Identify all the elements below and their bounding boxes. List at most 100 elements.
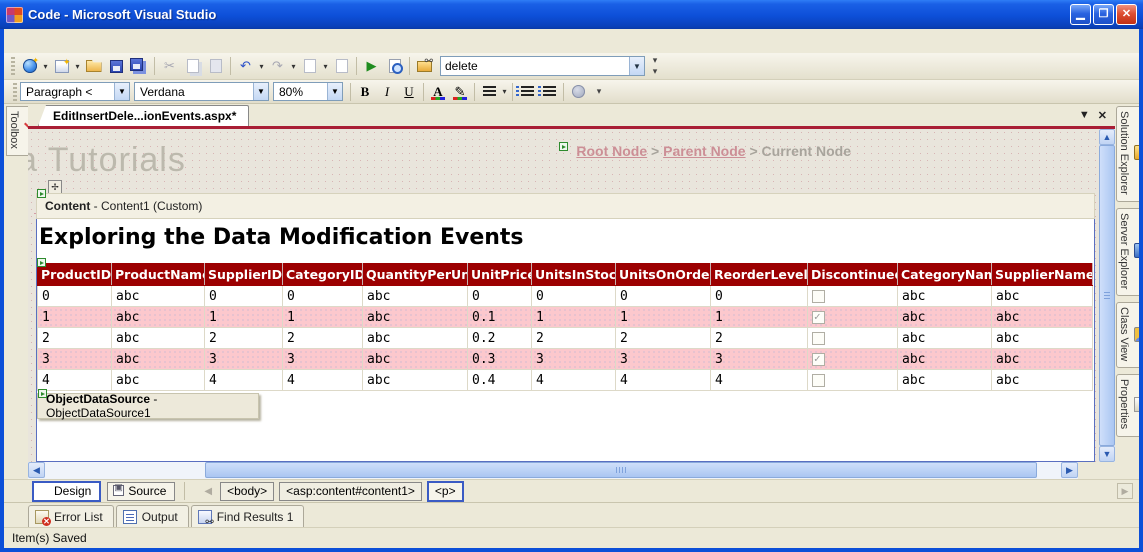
grid-cell[interactable]: 4 (205, 370, 283, 391)
grid-cell[interactable] (808, 370, 898, 391)
products-gridview[interactable]: ProductIDProductNameSupplierIDCategoryID… (37, 263, 1093, 391)
content-control-header[interactable]: Content - Content1 (Custom) (36, 193, 1095, 219)
view-in-browser-button[interactable] (383, 55, 406, 77)
right-panel-tab[interactable]: Solution Explorer (1116, 106, 1139, 202)
close-document-button[interactable]: ✕ (1098, 109, 1107, 122)
horizontal-scroll-thumb[interactable] (205, 462, 1037, 478)
alignment-button[interactable] (478, 82, 500, 102)
grid-cell[interactable]: 1 (532, 307, 616, 328)
grid-cell[interactable]: abc (898, 307, 992, 328)
grid-cell[interactable]: 2 (205, 328, 283, 349)
grid-cell[interactable]: abc (363, 328, 468, 349)
add-item-dropdown[interactable]: ▾ (73, 62, 82, 71)
paste-button[interactable] (204, 55, 227, 77)
grid-cell[interactable]: 4 (532, 370, 616, 391)
grid-cell[interactable]: abc (992, 370, 1093, 391)
grid-cell[interactable]: 0 (205, 286, 283, 307)
scroll-up-button[interactable]: ▲ (1099, 129, 1115, 145)
grid-cell[interactable]: 3 (205, 349, 283, 370)
cut-button[interactable]: ✂ (158, 55, 181, 77)
tag-navigator-tag[interactable]: <body> (220, 482, 274, 501)
grid-cell[interactable]: 0 (38, 286, 112, 307)
menu-item[interactable] (78, 38, 94, 44)
grid-cell[interactable]: 2 (532, 328, 616, 349)
highlight-button[interactable]: ✎ (449, 82, 471, 102)
menu-item[interactable] (158, 38, 174, 44)
bold-button[interactable]: B (354, 82, 376, 102)
hyperlink-button[interactable] (567, 82, 589, 102)
grid-cell[interactable]: 1 (711, 307, 808, 328)
discontinued-checkbox[interactable] (812, 332, 825, 345)
find-dropdown-arrow[interactable]: ▼ (629, 57, 644, 75)
grid-cell[interactable]: 1 (616, 307, 711, 328)
bottom-panel-tab[interactable]: Find Results 1 (191, 505, 305, 527)
grid-cell[interactable]: 2 (616, 328, 711, 349)
grid-cell[interactable]: abc (363, 349, 468, 370)
grid-cell[interactable]: abc (898, 328, 992, 349)
menu-item[interactable] (190, 38, 206, 44)
undo-dropdown[interactable]: ▾ (257, 62, 266, 71)
font-size-combobox[interactable]: 80% ▼ (273, 82, 343, 101)
grid-cell[interactable]: 0.4 (468, 370, 532, 391)
grid-cell[interactable]: abc (363, 307, 468, 328)
grid-cell[interactable]: 0 (532, 286, 616, 307)
grid-cell[interactable] (808, 328, 898, 349)
grid-cell[interactable]: 3 (38, 349, 112, 370)
grid-cell[interactable]: abc (112, 349, 205, 370)
design-surface[interactable]: a Tutorials Root Node > Parent Node > Cu… (28, 129, 1099, 462)
grid-cell[interactable]: 0.3 (468, 349, 532, 370)
menu-item[interactable] (126, 38, 142, 44)
grid-cell[interactable]: abc (992, 328, 1093, 349)
font-size-dropdown[interactable]: ▼ (327, 83, 342, 100)
menu-item[interactable] (46, 38, 62, 44)
grid-cell[interactable]: 0 (711, 286, 808, 307)
grid-cell[interactable]: abc (898, 370, 992, 391)
new-website-button[interactable] (18, 55, 41, 77)
redo-dropdown[interactable]: ▾ (289, 62, 298, 71)
grid-cell[interactable] (808, 286, 898, 307)
discontinued-checkbox[interactable] (812, 290, 825, 303)
grid-cell[interactable]: 0 (283, 286, 363, 307)
objectdatasource-control[interactable]: ObjectDataSource - ObjectDataSource1 (37, 393, 259, 419)
tag-navigate-back-icon[interactable]: ◀ (204, 486, 212, 497)
grid-cell[interactable]: 0 (468, 286, 532, 307)
discontinued-checkbox[interactable] (812, 374, 825, 387)
grid-cell[interactable]: abc (112, 328, 205, 349)
grid-cell[interactable]: abc (112, 307, 205, 328)
maximize-button[interactable]: ❐ (1093, 4, 1114, 25)
toolbar-options-button[interactable]: ▾ (593, 86, 605, 97)
find-in-files-button[interactable] (413, 55, 436, 77)
new-website-dropdown[interactable]: ▾ (41, 62, 50, 71)
grid-cell[interactable]: abc (112, 370, 205, 391)
navigate-forward-button[interactable] (330, 55, 353, 77)
grid-cell[interactable]: 4 (711, 370, 808, 391)
tag-navigator-tag[interactable]: <asp:content#content1> (279, 482, 422, 501)
navigate-backward-dropdown[interactable]: ▾ (321, 62, 330, 71)
toolbar-grip[interactable] (11, 57, 15, 75)
font-name-dropdown[interactable]: ▼ (253, 83, 268, 100)
menu-item[interactable] (14, 38, 30, 44)
copy-button[interactable] (181, 55, 204, 77)
gridview-control[interactable]: ProductIDProductNameSupplierIDCategoryID… (37, 263, 1094, 391)
find-combobox[interactable]: ▼ (440, 56, 645, 76)
grid-cell[interactable]: abc (363, 286, 468, 307)
menu-item[interactable] (174, 38, 190, 44)
tag-navigator-tag[interactable]: <p> (427, 481, 464, 502)
source-view-button[interactable]: Source (107, 482, 175, 501)
numbered-list-button[interactable] (538, 82, 560, 102)
scroll-left-button[interactable]: ◀ (28, 462, 45, 478)
start-debugging-button[interactable]: ▶ (360, 55, 383, 77)
grid-cell[interactable]: 0.1 (468, 307, 532, 328)
grid-cell[interactable]: 4 (616, 370, 711, 391)
open-file-button[interactable] (82, 55, 105, 77)
scroll-right-button[interactable]: ▶ (1061, 462, 1078, 478)
bullet-list-button[interactable] (516, 82, 538, 102)
bottom-panel-tab[interactable]: Error List (28, 505, 114, 527)
save-all-button[interactable] (128, 55, 151, 77)
grid-cell[interactable]: 3 (616, 349, 711, 370)
right-panel-tab[interactable]: Server Explorer (1116, 208, 1139, 296)
vertical-scrollbar[interactable]: ▲ ▼ (1099, 129, 1115, 462)
underline-button[interactable]: U (398, 82, 420, 102)
vertical-scroll-thumb[interactable] (1099, 145, 1115, 446)
content-editable-region[interactable]: Exploring the Data Modification Events P… (36, 219, 1095, 462)
